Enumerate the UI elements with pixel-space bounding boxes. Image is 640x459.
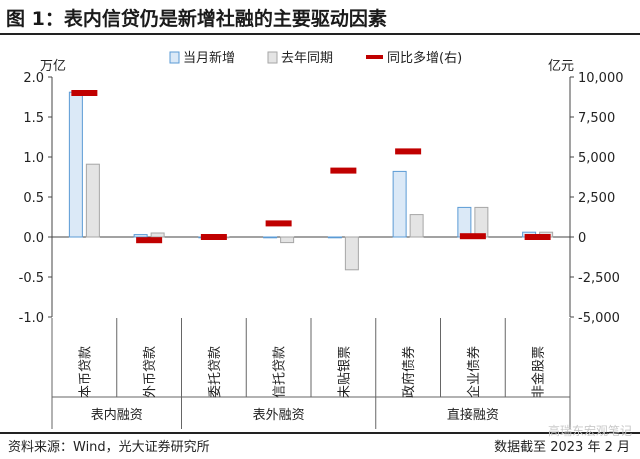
- bar-last-year: [474, 206, 489, 238]
- marker-yoy: [524, 234, 551, 240]
- marker-yoy: [136, 237, 163, 244]
- legend-label: 当月新增: [183, 50, 235, 66]
- group-label: 直接融资: [447, 407, 499, 423]
- title-rule: [0, 33, 640, 35]
- bar-current: [327, 236, 342, 239]
- bar-current: [68, 91, 83, 238]
- category-label: 外币贷款: [143, 346, 158, 398]
- bar-last-year: [409, 214, 424, 238]
- marker-yoy: [330, 167, 357, 174]
- bar-current: [392, 170, 407, 238]
- legend-label: 同比多增(右): [387, 50, 462, 66]
- chart-title: 图 1：表内信贷仍是新增社融的主要驱动因素: [6, 8, 387, 30]
- source-note: 资料来源：Wind，光大证券研究所: [8, 440, 210, 455]
- group-label: 表外融资: [253, 408, 305, 423]
- category-label: 委托贷款: [208, 346, 223, 398]
- right-unit-label: 亿元: [548, 59, 574, 74]
- left-tick-label: -1.0: [19, 311, 44, 326]
- group-label: 表内融资: [91, 407, 143, 423]
- date-note: 数据截至 2023 年 2 月: [494, 440, 630, 455]
- bar-last-year: [344, 236, 359, 271]
- marker-yoy: [71, 90, 98, 96]
- right-tick-label: 7,500: [578, 111, 615, 126]
- marker-yoy: [459, 233, 486, 240]
- right-tick-label: 0: [578, 231, 586, 246]
- left-tick-label: 0.5: [23, 191, 44, 206]
- bar-current: [133, 234, 148, 238]
- right-tick-label: 10,000: [578, 71, 624, 86]
- left-tick-label: 1.5: [23, 111, 44, 126]
- watermark: 高瑞东宏观笔记: [547, 424, 632, 438]
- legend-swatch: [169, 51, 180, 64]
- bar-last-year: [150, 232, 165, 238]
- category-label: 信托贷款: [273, 346, 288, 398]
- right-tick-label: -5,000: [578, 311, 620, 326]
- legend-swatch: [267, 51, 278, 64]
- left-tick-label: 0.0: [23, 231, 44, 246]
- bar-last-year: [280, 236, 295, 244]
- marker-yoy: [395, 148, 422, 155]
- bar-current: [263, 236, 278, 239]
- bar-current: [457, 206, 472, 238]
- footer-rule: [0, 432, 640, 434]
- category-label: 政府债券: [401, 346, 417, 398]
- category-label: 本币贷款: [78, 346, 93, 398]
- right-tick-label: 5,000: [578, 151, 615, 166]
- marker-yoy: [265, 220, 292, 227]
- category-label: 企业债券: [466, 346, 482, 398]
- left-unit-label: 万亿: [40, 59, 66, 74]
- marker-yoy: [200, 234, 227, 240]
- left-tick-label: 1.0: [23, 151, 44, 166]
- legend-swatch: [366, 55, 383, 59]
- right-tick-label: 2,500: [578, 191, 615, 206]
- legend-label: 去年同期: [281, 51, 333, 66]
- left-tick-label: 2.0: [23, 71, 44, 86]
- category-label: 未贴银票: [337, 346, 352, 398]
- category-label: 非金股票: [531, 346, 547, 398]
- bar-last-year: [85, 163, 100, 238]
- right-tick-label: -2,500: [578, 271, 620, 286]
- left-tick-label: -0.5: [19, 271, 44, 286]
